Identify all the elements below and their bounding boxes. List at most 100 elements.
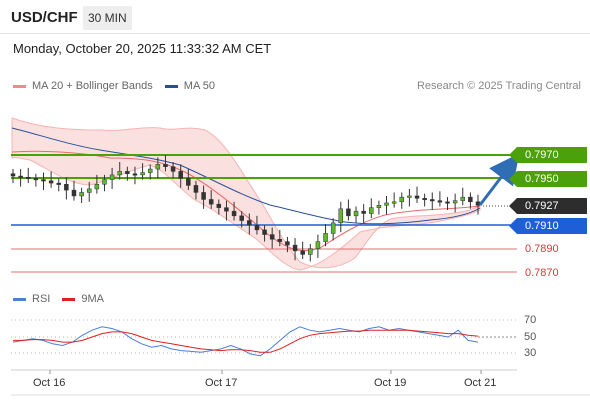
candle-body: [186, 178, 191, 186]
legend-ma20-label: MA 20 + Bollinger Bands: [32, 80, 153, 92]
legend-ma50-label: MA 50: [183, 80, 215, 92]
candle-body: [292, 244, 298, 252]
legend-9ma-label: 9MA: [81, 293, 104, 305]
candle-body: [414, 195, 420, 199]
candle-body: [452, 200, 458, 204]
candle-body: [384, 202, 389, 206]
candle-body: [163, 164, 168, 167]
candle-body: [308, 248, 313, 255]
candle-body: [48, 180, 54, 184]
rsi-9ma-line: [13, 329, 479, 353]
candlestick-series: [10, 155, 481, 262]
candle-body: [361, 210, 366, 214]
candle-body: [460, 196, 466, 201]
ma20-swatch-icon: [13, 84, 26, 88]
candle-body: [155, 164, 161, 170]
rsi-line: [12, 326, 479, 357]
legend-ma50: MA 50: [164, 80, 215, 92]
candle-body: [56, 182, 61, 185]
level-label-0-7970: 0.7970: [509, 147, 587, 163]
candle-body: [391, 201, 397, 204]
candle-body: [125, 171, 130, 174]
timestamp: Monday, October 20, 2025 11:33:32 AM CET: [13, 41, 272, 56]
candle-body: [147, 168, 153, 173]
candle-body: [247, 220, 252, 226]
candle-body: [117, 171, 122, 176]
candle-body: [41, 179, 46, 182]
rsi-tick-50: 50: [524, 331, 537, 343]
candle-body: [193, 185, 199, 193]
candle-body: [216, 203, 222, 208]
candle-body: [285, 241, 290, 246]
candle-body: [86, 188, 92, 193]
candle-body: [353, 210, 359, 217]
level-label-0-7870: 0.7870: [525, 267, 559, 279]
candle-body: [369, 207, 374, 214]
candle-body: [323, 233, 328, 242]
candle-body: [94, 184, 100, 190]
candle-body: [231, 210, 237, 217]
candle-body: [315, 241, 321, 249]
candle-body: [468, 196, 473, 203]
candle-body: [422, 198, 427, 201]
level-label-0-7910: 0.7910: [509, 218, 587, 234]
rsi-legend: RSI 9MA: [13, 293, 116, 305]
candle-body: [18, 175, 23, 178]
x-label-oct19: Oct 19: [374, 377, 407, 389]
candle-body: [64, 184, 69, 191]
candle-body: [254, 224, 260, 231]
candle-body: [437, 200, 443, 203]
legend-rsi: RSI: [13, 293, 50, 305]
rsi-tick-70: 70: [524, 314, 537, 326]
9ma-swatch-icon: [62, 297, 76, 301]
ma50-line: [11, 127, 481, 225]
price-legend: MA 20 + Bollinger Bands MA 50: [13, 80, 227, 92]
candle-body: [407, 195, 412, 198]
candle-body: [330, 222, 336, 234]
candle-body: [399, 196, 405, 203]
forecast-arrow-icon: [478, 153, 520, 206]
x-label-oct17: Oct 17: [205, 377, 238, 389]
candle-body: [338, 208, 344, 224]
candle-body: [140, 172, 145, 176]
candle-body: [109, 174, 115, 180]
candle-body: [445, 201, 450, 204]
candle-body: [208, 199, 214, 205]
candle-body: [277, 238, 283, 242]
candle-body: [376, 205, 382, 208]
ma50-swatch-icon: [164, 84, 178, 88]
credit-text: Research © 2025 Trading Central: [416, 80, 581, 92]
x-label-oct16: Oct 16: [33, 377, 66, 389]
candle-body: [262, 229, 267, 235]
candle-body: [102, 179, 107, 185]
last-price-label: 0.7927: [509, 198, 587, 214]
level-label-0-7890: 0.7890: [525, 243, 559, 255]
chart-header: USD/CHF 30 MIN: [0, 0, 590, 34]
legend-rsi-label: RSI: [32, 293, 51, 305]
candle-body: [71, 189, 77, 197]
candle-body: [346, 208, 351, 217]
candle-body: [224, 207, 229, 212]
candle-body: [10, 173, 16, 177]
legend-9ma: 9MA: [62, 293, 104, 305]
candle-body: [33, 178, 39, 181]
legend-ma20: MA 20 + Bollinger Bands: [13, 80, 153, 92]
rsi-swatch-icon: [13, 297, 26, 301]
candle-body: [300, 250, 305, 255]
candle-body: [132, 173, 138, 176]
candle-body: [269, 234, 275, 240]
x-label-oct21: Oct 21: [464, 377, 497, 389]
interval-selector[interactable]: 30 MIN: [83, 6, 132, 30]
level-label-0-7950: 0.7950: [509, 171, 587, 187]
rsi-tick-30: 30: [524, 347, 537, 359]
candle-body: [201, 192, 206, 200]
candle-body: [25, 176, 31, 179]
candle-body: [170, 166, 176, 172]
symbol-title: USD/CHF: [11, 9, 78, 26]
ma20-line: [11, 150, 481, 252]
candle-body: [430, 199, 435, 202]
candle-body: [178, 171, 183, 179]
candle-body: [239, 215, 244, 221]
candle-body: [79, 192, 84, 197]
